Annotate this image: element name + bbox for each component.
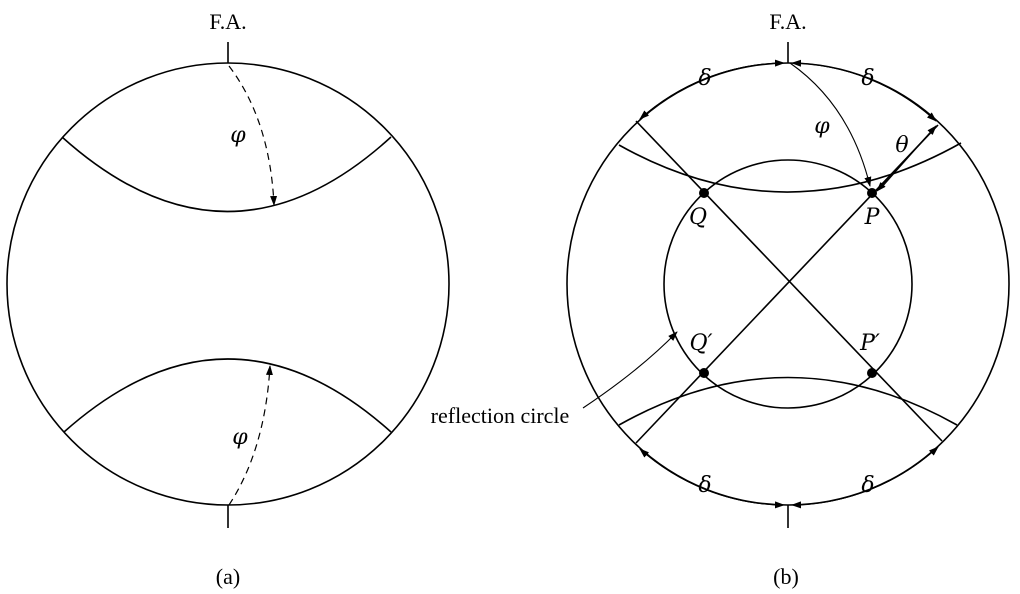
panel-b-fa-label: F.A. [769,9,806,34]
panel-a-outer-circle [6,62,450,506]
panel-a-fa-label: F.A. [209,9,246,34]
panel-b: F.A. Q P Q′ P′ φ θ δ δ δ [431,9,1010,589]
panel-a-phi-bottom: φ [232,425,248,450]
panel-a-caption: (a) [216,564,240,589]
delta-top-left: δ [698,66,711,91]
delta-bottom-left: δ [698,473,711,498]
panel-b-phi-arrow [789,62,872,187]
point-pprime-label: P′ [859,331,880,356]
reflection-circle-leader [582,331,678,409]
delta-bottom-right: δ [861,473,874,498]
delta-arrow-top-left-in [639,59,785,120]
panel-a-lower-cone-arc [63,358,392,433]
panel-a: F.A. φ φ (a) [6,9,450,589]
delta-top-right: δ [861,66,874,91]
point-p-label: P [864,205,881,230]
panel-b-caption: (b) [773,564,799,589]
theta-arrow-inward [876,125,937,192]
delta-arrow-bottom-left-in [639,448,785,509]
panel-b-upper-cone-arc [618,142,962,193]
diagonal-line-p-qprime [635,124,939,444]
reflection-circle [663,159,913,409]
panel-a-phi-top: φ [230,123,246,148]
point-q-label: Q [689,205,707,230]
reflection-circle-label: reflection circle [431,403,570,428]
delta-arrow-bottom-right-in [791,446,939,509]
panel-b-phi-label: φ [814,114,830,139]
panel-a-upper-cone-arc [61,136,392,213]
point-p-dot [867,188,877,198]
point-qprime-dot [699,368,709,378]
theta-label: θ [895,133,908,158]
panel-a-phi-arrow-top [228,65,278,206]
panel-b-lower-cone-arc [618,376,958,426]
point-qprime-label: Q′ [689,331,712,356]
point-pprime-dot [867,368,877,378]
panel-a-phi-arrow-bottom [228,365,273,506]
delta-arrow-top-right-in [791,59,937,122]
point-q-dot [699,188,709,198]
